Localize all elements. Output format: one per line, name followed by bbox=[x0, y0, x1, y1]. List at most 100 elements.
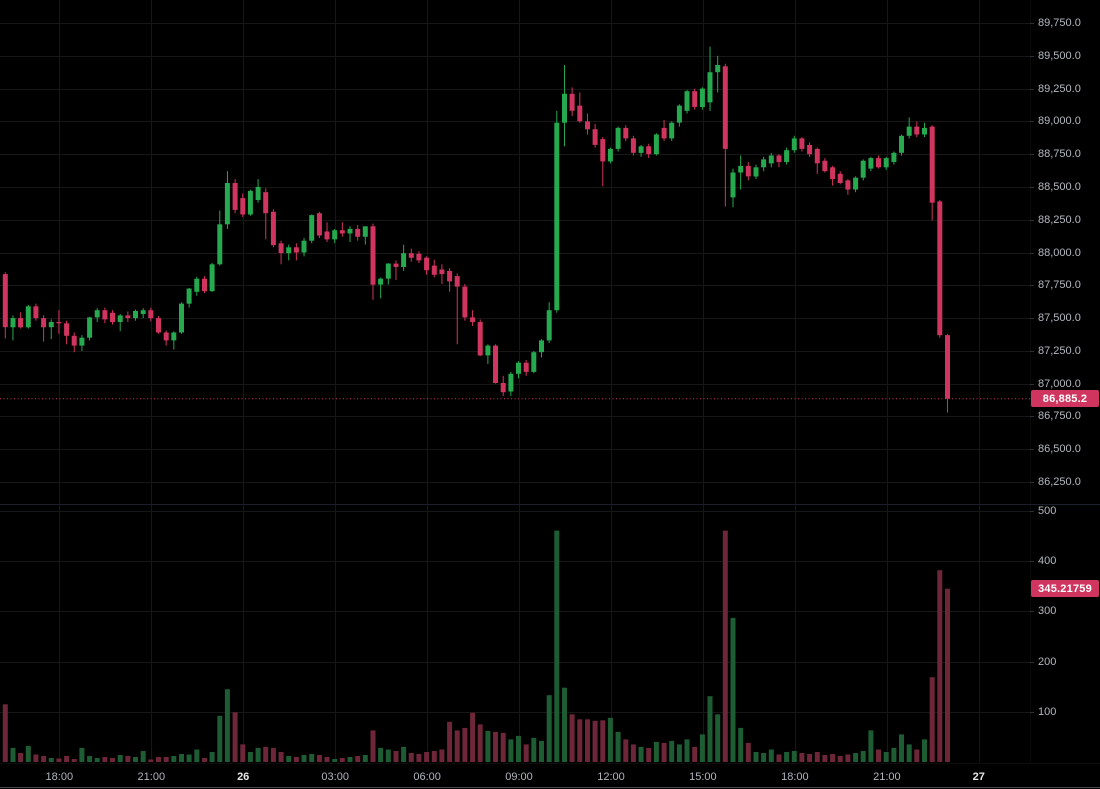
candle-body bbox=[408, 253, 414, 258]
candle bbox=[868, 156, 874, 172]
volume-bar bbox=[937, 570, 943, 762]
volume-axis-label: 200 bbox=[1038, 656, 1057, 668]
volume-bar bbox=[761, 753, 767, 762]
volume-bar bbox=[807, 754, 813, 762]
candle bbox=[830, 165, 836, 186]
volume-bar bbox=[791, 751, 797, 762]
candle bbox=[669, 121, 675, 141]
candle bbox=[753, 164, 759, 180]
candle-body bbox=[270, 211, 276, 246]
volume-bar bbox=[301, 755, 307, 762]
candle-body bbox=[493, 345, 498, 383]
volume-bar bbox=[186, 754, 192, 762]
candle-body bbox=[117, 315, 123, 322]
candle-body bbox=[653, 134, 659, 155]
volume-bar bbox=[148, 759, 154, 762]
candle-body bbox=[692, 91, 698, 107]
volume-bar bbox=[945, 588, 950, 762]
price-axis-label: 87,750.0 bbox=[1038, 279, 1081, 291]
candle bbox=[945, 333, 950, 413]
candle bbox=[2, 272, 8, 339]
candle-body bbox=[470, 317, 476, 322]
volume-bar bbox=[56, 758, 62, 762]
candle bbox=[217, 210, 223, 266]
candle-body bbox=[56, 322, 62, 324]
candle-body bbox=[25, 306, 31, 328]
volume-bar bbox=[94, 758, 100, 762]
candle-body bbox=[929, 126, 935, 203]
volume-bar bbox=[87, 756, 93, 762]
price-axis-tick bbox=[1030, 121, 1034, 122]
volume-bar bbox=[293, 757, 299, 762]
candle bbox=[79, 335, 85, 351]
candle-body bbox=[945, 335, 950, 399]
volume-bar bbox=[784, 752, 790, 762]
candle bbox=[493, 344, 498, 384]
candle bbox=[33, 303, 39, 321]
candle-body bbox=[661, 127, 667, 139]
volume-bar bbox=[845, 754, 851, 762]
price-axis-tick bbox=[1030, 384, 1034, 385]
candle-body bbox=[217, 224, 223, 265]
chart-plot-area[interactable] bbox=[0, 0, 1030, 763]
price-axis-label: 88,000.0 bbox=[1038, 247, 1081, 259]
volume-bar bbox=[470, 712, 476, 762]
price-axis-label: 88,750.0 bbox=[1038, 148, 1081, 160]
volume-bar bbox=[64, 756, 70, 762]
last-price-badge: 86,885.2 bbox=[1031, 390, 1099, 407]
time-axis-label: 09:00 bbox=[505, 771, 533, 783]
candle bbox=[270, 209, 276, 248]
volume-bar bbox=[431, 751, 437, 762]
price-axis-label: 89,500.0 bbox=[1038, 50, 1081, 62]
candle-body bbox=[156, 318, 161, 333]
volume-bar bbox=[715, 714, 721, 762]
price-axis[interactable]: 86,885.2 345.21759 89,750.0 89,500.0 89,25… bbox=[1030, 0, 1100, 763]
volume-bar bbox=[156, 757, 161, 762]
volume-bar bbox=[692, 746, 698, 762]
price-axis-tick bbox=[1030, 482, 1034, 483]
candle bbox=[860, 159, 866, 181]
candle bbox=[922, 122, 927, 138]
candle-body bbox=[309, 215, 315, 241]
candle bbox=[247, 189, 253, 216]
candle bbox=[791, 135, 797, 153]
price-axis-tick bbox=[1030, 23, 1034, 24]
candle bbox=[370, 223, 376, 300]
volume-axis-tick bbox=[1030, 662, 1034, 663]
time-axis-label: 21:00 bbox=[873, 771, 901, 783]
time-axis[interactable]: 18:00 21:00 26 03:00 06:00 09:00 12:00 15:00 18:… bbox=[0, 763, 1100, 789]
candle-body bbox=[615, 127, 621, 149]
time-axis-label: 15:00 bbox=[689, 771, 717, 783]
candle bbox=[676, 104, 682, 127]
volume-bar bbox=[385, 749, 391, 763]
volume-bar bbox=[240, 744, 246, 762]
candle-body bbox=[247, 190, 253, 215]
candle bbox=[293, 243, 299, 261]
candle bbox=[477, 319, 483, 357]
candle-body bbox=[922, 127, 927, 135]
candle-body bbox=[722, 66, 728, 149]
candle bbox=[569, 87, 575, 117]
volume-bar bbox=[202, 758, 207, 762]
candle-body bbox=[891, 152, 897, 162]
pane-divider[interactable] bbox=[0, 504, 1100, 505]
volume-bar bbox=[477, 724, 483, 762]
candle bbox=[600, 137, 606, 187]
candle-body bbox=[585, 121, 590, 130]
candle-body bbox=[324, 231, 330, 240]
candle bbox=[94, 308, 100, 322]
volume-bar bbox=[439, 749, 445, 763]
candle-body bbox=[79, 337, 85, 346]
candle-body bbox=[883, 158, 889, 168]
candle-body bbox=[102, 310, 108, 320]
candle bbox=[761, 156, 767, 172]
volume-bar bbox=[738, 727, 744, 762]
candle bbox=[316, 211, 322, 239]
time-axis-label: 18:00 bbox=[781, 771, 809, 783]
volume-bar bbox=[891, 747, 897, 762]
candle-body bbox=[554, 122, 560, 311]
volume-axis-tick bbox=[1030, 511, 1034, 512]
candle bbox=[332, 228, 338, 244]
candle bbox=[661, 120, 667, 141]
volume-bar bbox=[730, 617, 736, 762]
